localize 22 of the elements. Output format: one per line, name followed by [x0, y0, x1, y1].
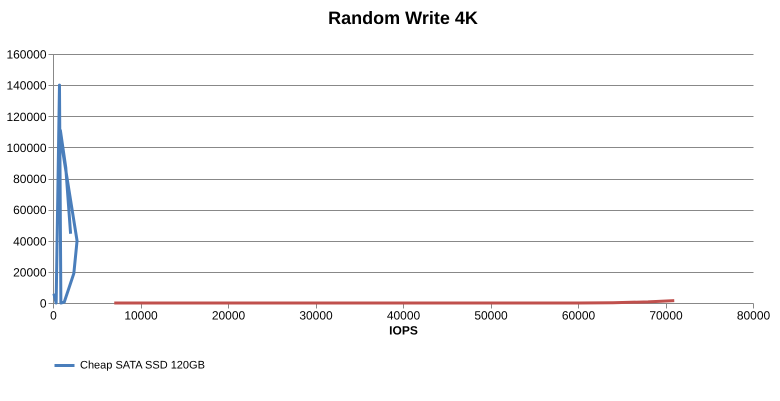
y-tick-label: 120000 [6, 110, 47, 124]
y-tick-label: 0 [40, 296, 47, 310]
x-tick-label: 10000 [124, 308, 158, 322]
legend-label: Cheap SATA SSD 120GB [80, 360, 205, 372]
y-tick-label: 20000 [13, 265, 47, 280]
x-tick-label: 40000 [386, 308, 421, 322]
x-tick-label: 70000 [649, 308, 684, 322]
line-series [52, 84, 79, 304]
x-tick-label: 50000 [474, 308, 508, 322]
x-axis-title: IOPS [389, 324, 418, 338]
y-tick-label: 80000 [13, 172, 47, 186]
y-tick-label: 160000 [6, 48, 47, 62]
x-tick-label: 0 [50, 308, 58, 322]
y-tick-label: 100000 [6, 140, 47, 155]
x-tick-label: 80000 [736, 308, 771, 322]
y-tick-label: 40000 [13, 234, 47, 248]
chart-title: Random Write 4K [328, 8, 478, 28]
y-tick-label: 140000 [6, 78, 47, 93]
y-tick-label: 60000 [13, 203, 47, 218]
x-tick-label: 60000 [562, 308, 596, 322]
x-tick-label: 30000 [299, 308, 334, 322]
x-tick-label: 20000 [212, 308, 246, 322]
